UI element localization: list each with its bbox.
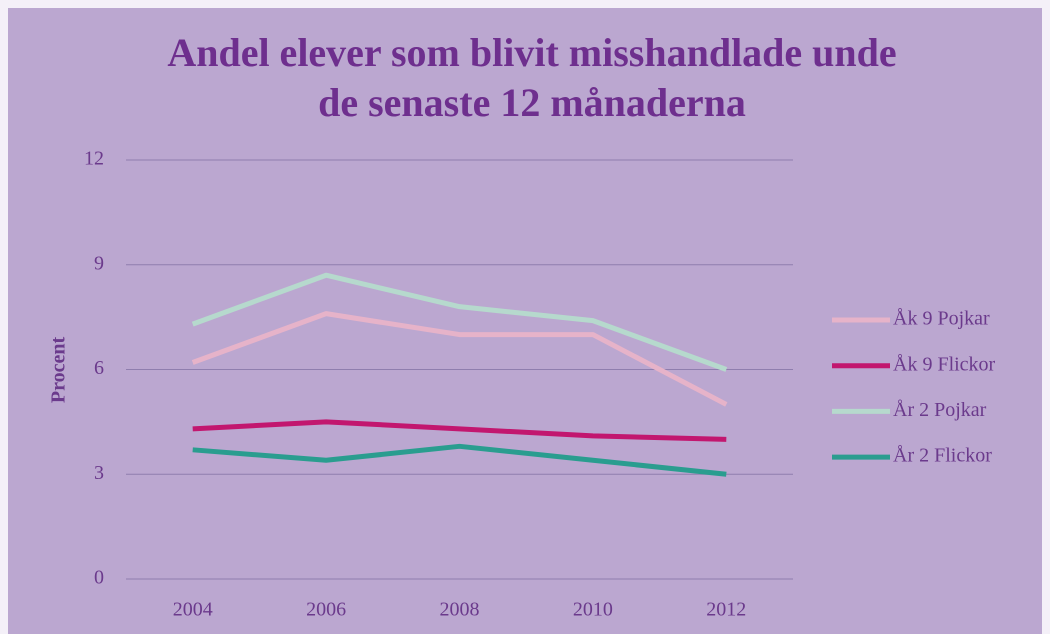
y-tick-label: 0 bbox=[94, 567, 104, 589]
legend-label: Åk 9 Pojkar bbox=[893, 308, 990, 330]
line bbox=[191, 311, 728, 407]
y-tick-label: 6 bbox=[94, 357, 104, 379]
x-tick-label: 2012 bbox=[706, 599, 746, 621]
line bbox=[192, 443, 727, 477]
x-tick-label: 2004 bbox=[173, 599, 213, 621]
chart-title: Andel elever som blivit misshandlade und… bbox=[167, 30, 896, 75]
legend-label: Åk 9 Flickor bbox=[893, 353, 996, 375]
line bbox=[191, 272, 728, 372]
y-tick-label: 9 bbox=[94, 252, 104, 274]
y-tick-label: 3 bbox=[94, 462, 104, 484]
x-tick-label: 2010 bbox=[573, 599, 613, 621]
legend-label: År 2 Pojkar bbox=[893, 399, 987, 421]
line bbox=[192, 419, 727, 442]
y-axis-label: Procent bbox=[48, 337, 70, 404]
chart-title: de senaste 12 månaderna bbox=[318, 80, 746, 125]
x-tick-label: 2008 bbox=[440, 599, 480, 621]
x-tick-label: 2006 bbox=[306, 599, 346, 621]
y-tick-label: 12 bbox=[84, 148, 104, 170]
legend-label: År 2 Flickor bbox=[893, 445, 992, 467]
